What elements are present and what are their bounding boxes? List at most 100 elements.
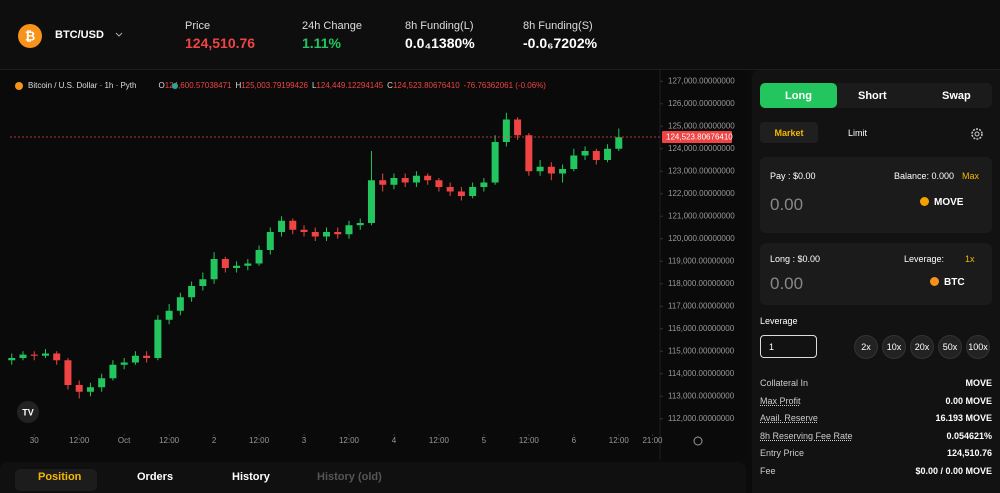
candle-body — [199, 279, 207, 286]
legend-key: O — [158, 81, 164, 90]
candle-body — [457, 191, 465, 196]
candle-body — [289, 220, 297, 230]
stat-value: 124,510.76 — [185, 35, 256, 51]
tab-orders[interactable]: Orders — [137, 471, 174, 483]
settings-icon[interactable] — [693, 436, 703, 446]
legend-value: 124,600.57038471 — [165, 81, 232, 90]
pay-label: Pay : $0.00 — [770, 171, 816, 181]
candle-body — [210, 259, 218, 280]
tab-short[interactable]: Short — [858, 90, 887, 102]
order-panel: Long Short Swap Market Limit Pay : $0.00… — [752, 70, 1000, 493]
candle-body — [176, 297, 184, 311]
candle-body — [469, 187, 477, 196]
tab-swap[interactable]: Swap — [942, 90, 971, 102]
symbol-icon — [15, 82, 23, 90]
long-amount: 0.00 — [770, 274, 804, 293]
info-row: Entry Price 124,510.76 — [760, 448, 992, 458]
order-market[interactable]: Market — [760, 122, 818, 143]
btc-icon: ₿ — [18, 24, 42, 48]
candle-body — [334, 232, 342, 235]
stat-label: 8h Funding(S) — [523, 20, 593, 32]
long-token[interactable]: BTC — [944, 277, 965, 288]
candle-body — [345, 225, 353, 235]
y-tick-label: 117,000.00000000 — [668, 301, 735, 310]
info-key: Fee — [760, 465, 776, 476]
candle-body — [435, 180, 443, 187]
candle-body — [278, 220, 286, 232]
legend-key: H — [235, 81, 241, 90]
btc-mini-icon — [930, 277, 939, 286]
candle-body — [480, 182, 488, 187]
candle-body — [244, 263, 252, 266]
settings[interactable] — [970, 127, 984, 141]
header: ₿ BTC/USD Price 124,510.76 24h Change 1.11%… — [0, 0, 1000, 70]
tab-position[interactable]: Position — [38, 471, 82, 483]
x-tick-label: 4 — [392, 436, 397, 445]
candle-body — [255, 250, 263, 264]
last-price-label: 124,523.80676410 — [666, 133, 733, 142]
y-tick-label: 123,000.00000000 — [668, 166, 735, 175]
info-value: 0.054621% — [946, 430, 992, 441]
bottom-tabs: Position Orders History History (old) — [0, 462, 746, 493]
candle-body — [390, 178, 398, 185]
chevron[interactable] — [114, 30, 124, 40]
svg-text:TV: TV — [22, 407, 34, 417]
stat-value: 1.11% — [302, 35, 341, 51]
leverage-title: Leverage — [760, 316, 798, 326]
info-value: 16.193 MOVE — [935, 413, 992, 423]
ohlc-legend: Bitcoin / U.S. Dollar · 1h · Pyth O124,60… — [28, 81, 546, 90]
candle-body — [446, 187, 454, 192]
info-row: Collateral In MOVE — [760, 378, 992, 388]
leverage-option[interactable]: 10x — [882, 335, 906, 359]
info-row: Fee $0.00 / 0.00 MOVE — [760, 466, 992, 476]
candle-body — [559, 169, 567, 174]
candle-body — [233, 265, 241, 268]
tab-history[interactable]: History — [232, 471, 270, 483]
x-tick-label: 12:00 — [249, 436, 270, 445]
pay-amount[interactable]: 0.00 — [770, 195, 804, 214]
stat-label: 8h Funding(L) — [405, 20, 474, 32]
x-tick-label: 2 — [212, 436, 217, 445]
legend-change: -76.76362061 (-0.06%) — [464, 81, 547, 90]
leverage-option[interactable]: 100x — [966, 335, 990, 359]
candle-body — [491, 142, 499, 183]
candle-body — [424, 175, 432, 181]
info-key: Max Profit — [760, 395, 801, 406]
long-box: Long : $0.00 Leverage: 1x 0.00 BTC — [760, 243, 992, 305]
candle-body — [221, 259, 229, 268]
candle-body — [120, 362, 128, 365]
tab-history-old[interactable]: History (old) — [317, 471, 382, 483]
candle-body — [8, 358, 16, 361]
stat-value: 0.0₄1380% — [405, 35, 475, 51]
candle-body — [64, 360, 72, 385]
y-tick-label: 125,000.00000000 — [668, 121, 735, 130]
candle-body — [525, 135, 533, 172]
pair[interactable]: BTC/USD — [55, 29, 104, 41]
legend-value: 124,523.80676410 — [393, 81, 460, 90]
y-tick-label: 114,000.00000000 — [668, 369, 735, 378]
candle-body — [165, 310, 173, 320]
tab-long[interactable]: Long — [760, 83, 837, 108]
candle-body — [367, 180, 375, 223]
y-tick-label: 112,000.00000000 — [668, 414, 735, 423]
leverage-option[interactable]: 20x — [910, 335, 934, 359]
max[interactable]: Max — [962, 171, 980, 181]
x-tick-label: 12:00 — [519, 436, 540, 445]
leverage-option[interactable]: 50x — [938, 335, 962, 359]
pay-token[interactable]: MOVE — [934, 197, 964, 208]
info-value: $0.00 / 0.00 MOVE — [915, 465, 992, 476]
info-key: Entry Price — [760, 448, 805, 458]
order-limit[interactable]: Limit — [848, 128, 868, 138]
leverage-input[interactable]: 1 — [760, 335, 817, 358]
candle-body — [53, 353, 61, 361]
last-price-box — [662, 130, 732, 143]
tv-logo: TV — [17, 401, 39, 423]
stat-label: 24h Change — [302, 20, 362, 32]
info-value: MOVE — [965, 378, 992, 388]
y-tick-label: 118,000.00000000 — [668, 279, 735, 288]
info-key: 8h Reserving Fee Rate — [760, 430, 853, 441]
candle-body — [356, 223, 364, 226]
candle-body — [323, 232, 331, 237]
leverage-option[interactable]: 2x — [854, 335, 878, 359]
info-row: Avail. Reserve 16.193 MOVE — [760, 413, 992, 423]
